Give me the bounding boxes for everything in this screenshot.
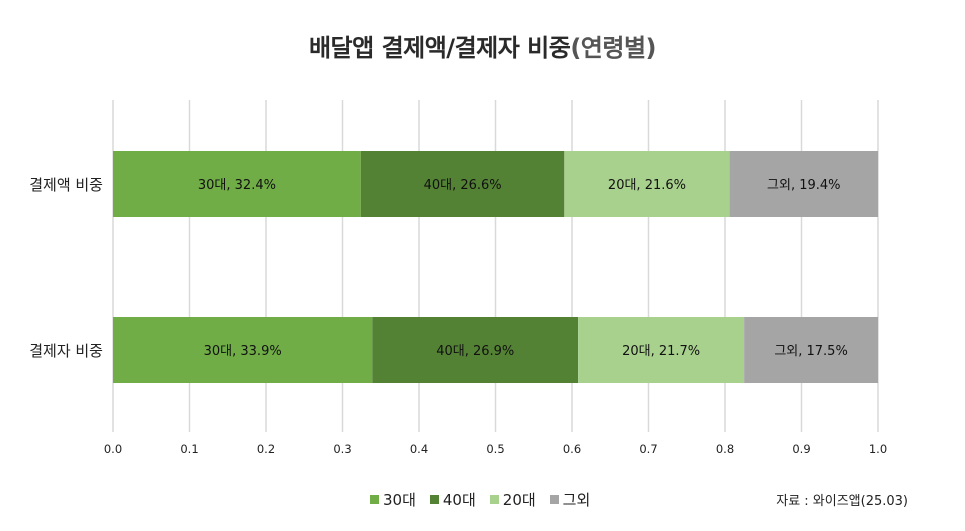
legend: 30대 40대 20대 그외 (370, 489, 590, 510)
legend-label-30s: 30대 (383, 491, 416, 509)
x-tick-label: 0.7 (639, 442, 657, 456)
x-tick-label: 0.8 (716, 442, 734, 456)
data-label: 40대, 26.9% (436, 344, 514, 359)
legend-swatch-20s (489, 495, 499, 504)
bar-segment (113, 317, 373, 383)
legend-swatch-30s (370, 495, 379, 504)
x-tick-label: 0.2 (257, 442, 275, 456)
legend-item-20s: 20대 (489, 489, 536, 510)
x-tick-label: 0.4 (410, 442, 428, 456)
data-label: 그외, 19.4% (767, 178, 840, 193)
data-label: 20대, 21.6% (608, 178, 686, 193)
x-tick-label: 0.1 (180, 442, 198, 456)
legend-label-40s: 40대 (442, 491, 476, 509)
chart-title-main: 배달앱 결제액/결제자 비중 (308, 34, 571, 62)
legend-item-other: 그외 (549, 489, 591, 510)
bar-segment (564, 151, 730, 217)
bar-segment (744, 317, 878, 383)
data-label: 그외, 17.5% (774, 344, 847, 359)
source-note: 자료 : 와이즈앱(25.03) (776, 494, 908, 509)
legend-swatch-other (549, 495, 559, 504)
x-tick-label: 0.9 (792, 442, 810, 456)
data-label: 40대, 26.6% (424, 178, 502, 193)
x-tick-label: 0.5 (486, 442, 504, 456)
legend-swatch-40s (429, 495, 439, 504)
bar-segment (578, 317, 745, 383)
x-tick-label: 0.6 (563, 442, 581, 456)
x-tick-label: 1.0 (869, 442, 887, 456)
y-category-label: 결제자 비중 (29, 342, 103, 360)
legend-item-30s: 30대 (370, 489, 416, 510)
bar-segment (372, 317, 579, 383)
legend-item-40s: 40대 (429, 489, 476, 510)
data-label: 20대, 21.7% (622, 344, 700, 359)
legend-label-other: 그외 (562, 491, 591, 509)
chart-title-suffix: (연령별) (570, 34, 657, 62)
y-category-label: 결제액 비중 (29, 176, 103, 194)
data-label: 30대, 33.9% (204, 344, 282, 359)
bar-segment (113, 151, 361, 217)
data-label: 30대, 32.4% (198, 178, 276, 193)
bar-segment (360, 151, 565, 217)
legend-label-20s: 20대 (502, 491, 536, 509)
chart-title: 배달앱 결제액/결제자 비중(연령별) (0, 28, 965, 63)
bar-segment (729, 151, 878, 217)
x-tick-label: 0.3 (333, 442, 351, 456)
x-tick-label: 0.0 (104, 442, 122, 456)
